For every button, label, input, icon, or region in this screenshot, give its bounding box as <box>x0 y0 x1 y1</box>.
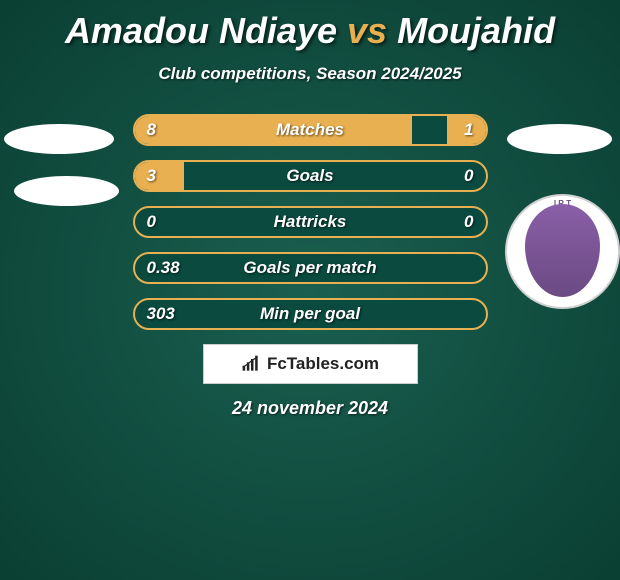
stat-row: 81Matches <box>133 114 488 146</box>
footer-brand-text: FcTables.com <box>267 354 379 374</box>
stat-row: 00Hattricks <box>133 206 488 238</box>
stat-label: Goals <box>135 162 486 190</box>
left-decor-ellipse-2 <box>14 176 119 206</box>
vs-text: vs <box>347 10 387 51</box>
stat-row: 30Goals <box>133 160 488 192</box>
left-decor-ellipse-1 <box>4 124 114 154</box>
comparison-content: I.R.T 81Matches 30Goals 00Hattricks 0.38Goa… <box>0 114 620 330</box>
stat-rows: 81Matches 30Goals 00Hattricks 0.38Goals per… <box>133 114 488 330</box>
player1-name: Amadou Ndiaye <box>65 10 337 51</box>
stat-label: Goals per match <box>135 254 486 282</box>
stat-label: Matches <box>135 116 486 144</box>
subtitle: Club competitions, Season 2024/2025 <box>0 64 620 84</box>
stat-label: Min per goal <box>135 300 486 328</box>
bars-icon <box>241 355 261 373</box>
footer-brand-box: FcTables.com <box>203 344 418 384</box>
stat-label: Hattricks <box>135 208 486 236</box>
stat-row: 303Min per goal <box>133 298 488 330</box>
club-badge-shield-icon <box>525 204 600 297</box>
snapshot-date: 24 november 2024 <box>0 398 620 419</box>
club-badge: I.R.T <box>505 194 620 309</box>
comparison-title: Amadou Ndiaye vs Moujahid <box>0 0 620 52</box>
player2-name: Moujahid <box>397 10 555 51</box>
stat-row: 0.38Goals per match <box>133 252 488 284</box>
right-decor-ellipse <box>507 124 612 154</box>
